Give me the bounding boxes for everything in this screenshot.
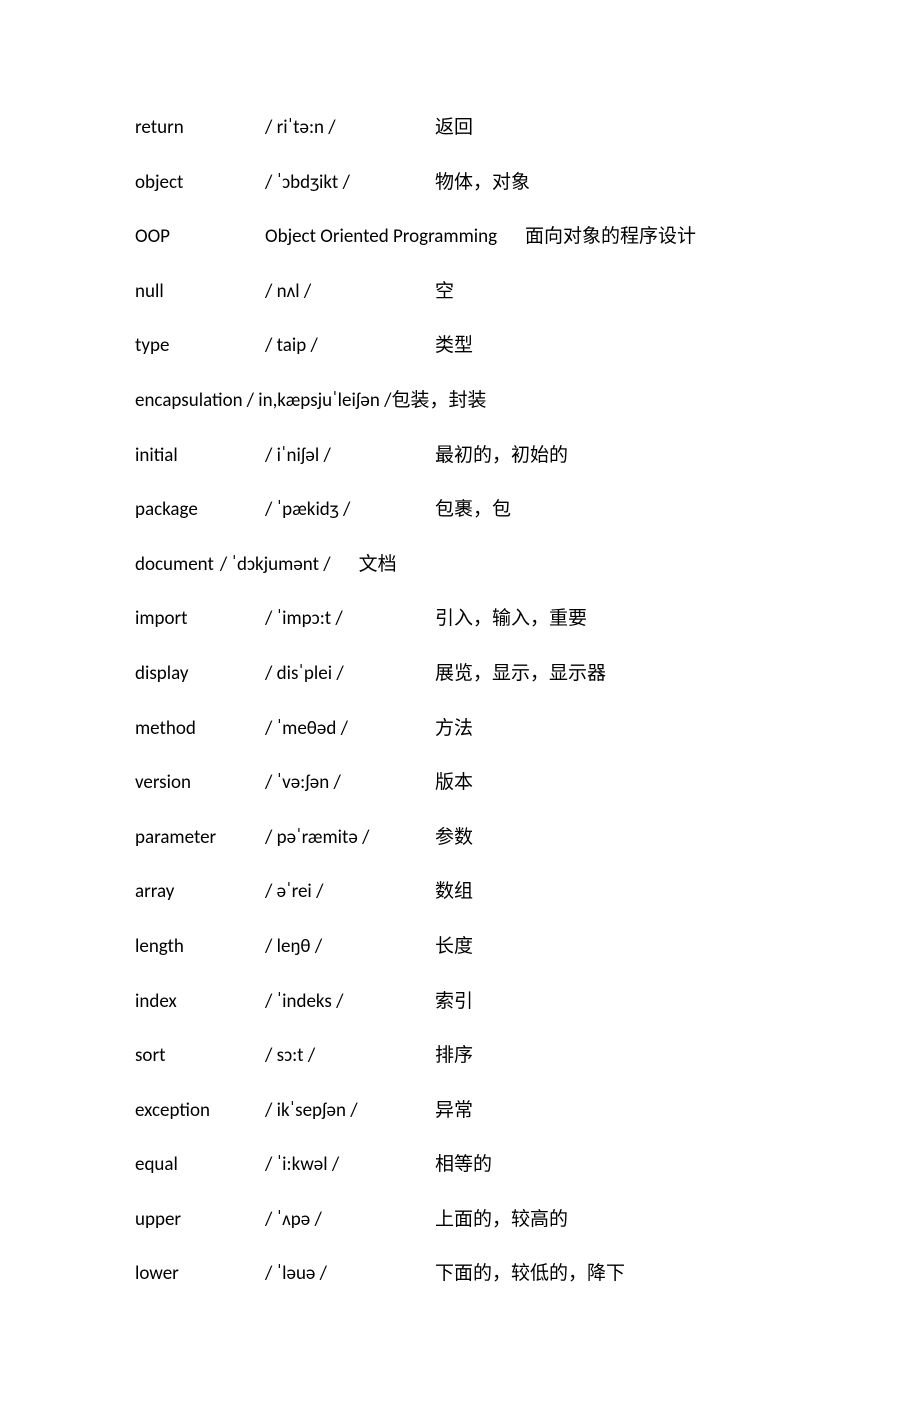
term: package (135, 497, 265, 524)
vocab-row: exception/ ikˈsepʃən /异常 (135, 1098, 790, 1125)
term: upper (135, 1207, 265, 1234)
definition: 引入，输入，重要 (435, 606, 790, 633)
pronunciation: / əˈrei / (265, 879, 435, 906)
pronunciation: / disˈplei / (265, 661, 435, 688)
definition: 索引 (435, 989, 790, 1016)
term: index (135, 989, 265, 1016)
vocab-row: array/ əˈrei /数组 (135, 879, 790, 906)
vocab-row: upper/ ˈʌpə /上面的，较高的 (135, 1207, 790, 1234)
definition: 返回 (435, 115, 790, 142)
vocab-row: length/ leŋθ /长度 (135, 934, 790, 961)
definition: 异常 (435, 1098, 790, 1125)
pronunciation: / ˈimpɔ:t / (265, 606, 435, 633)
vocab-row: index/ ˈindeks /索引 (135, 989, 790, 1016)
definition: 类型 (435, 333, 790, 360)
pronunciation: / ˈindeks / (265, 989, 435, 1016)
pronunciation: / ikˈsepʃən / (265, 1098, 435, 1125)
vocab-row: equal/ ˈi:kwəl /相等的 (135, 1152, 790, 1179)
term: version (135, 770, 265, 797)
pronunciation: / ˈpækidʒ / (265, 497, 435, 524)
term: equal (135, 1152, 265, 1179)
definition: 展览，显示，显示器 (435, 661, 790, 688)
vocab-row: lower/ ˈləuə /下面的，较低的，降下 (135, 1261, 790, 1288)
vocab-row: method/ ˈmeθəd /方法 (135, 716, 790, 743)
pronunciation: Object Oriented Programming (265, 224, 497, 251)
term: array (135, 879, 265, 906)
vocabulary-page: return/ riˈtə:n /返回 object/ ˈɔbdʒikt /物体，… (0, 0, 920, 1416)
term: OOP (135, 224, 265, 251)
definition: 包装，封装 (391, 388, 790, 415)
vocab-row: object/ ˈɔbdʒikt /物体，对象 (135, 170, 790, 197)
term: parameter (135, 825, 265, 852)
definition: 文档 (359, 552, 790, 579)
definition: 包裹，包 (435, 497, 790, 524)
definition: 排序 (435, 1043, 790, 1070)
term: type (135, 333, 265, 360)
term: exception (135, 1098, 265, 1125)
vocab-row: sort/ sɔ:t /排序 (135, 1043, 790, 1070)
definition: 数组 (435, 879, 790, 906)
pronunciation: / ˈləuə / (265, 1261, 435, 1288)
definition: 长度 (435, 934, 790, 961)
pronunciation: / riˈtə:n / (265, 115, 435, 142)
term: lower (135, 1261, 265, 1288)
pronunciation: / sɔ:t / (265, 1043, 435, 1070)
vocab-row: document/ ˈdɔkjumənt / 文档 (135, 552, 790, 579)
pronunciation: / ˈɔbdʒikt / (265, 170, 435, 197)
vocab-row: package/ ˈpækidʒ /包裹，包 (135, 497, 790, 524)
term: import (135, 606, 265, 633)
term: null (135, 279, 265, 306)
vocab-row: null/ nʌl /空 (135, 279, 790, 306)
definition: 空 (435, 279, 790, 306)
vocab-row: parameter/ pəˈræmitə /参数 (135, 825, 790, 852)
definition: 面向对象的程序设计 (525, 224, 790, 251)
term: return (135, 115, 265, 142)
definition: 相等的 (435, 1152, 790, 1179)
definition: 方法 (435, 716, 790, 743)
term: sort (135, 1043, 265, 1070)
pronunciation: / ˈi:kwəl / (265, 1152, 435, 1179)
term: document (135, 552, 214, 579)
pronunciation: / nʌl / (265, 279, 435, 306)
pronunciation: / iˈniʃəl / (265, 443, 435, 470)
pronunciation: / pəˈræmitə / (265, 825, 435, 852)
pronunciation: / ˈmeθəd / (265, 716, 435, 743)
definition: 最初的，初始的 (435, 443, 790, 470)
definition: 上面的，较高的 (435, 1207, 790, 1234)
pronunciation: / leŋθ / (265, 934, 435, 961)
term: encapsulation (135, 388, 243, 415)
vocab-row: encapsulation/ in,kæpsjuˈleiʃən /包装，封装 (135, 388, 790, 415)
pronunciation: / ˈvə:ʃən / (265, 770, 435, 797)
pronunciation: / taip / (265, 333, 435, 360)
vocab-row: initial/ iˈniʃəl /最初的，初始的 (135, 443, 790, 470)
term: method (135, 716, 265, 743)
vocab-row: display/ disˈplei /展览，显示，显示器 (135, 661, 790, 688)
vocab-row: OOPObject Oriented Programming 面向对象的程序设计 (135, 224, 790, 251)
definition: 参数 (435, 825, 790, 852)
pronunciation: / ˈdɔkjumənt / (220, 552, 331, 579)
term: display (135, 661, 265, 688)
definition: 下面的，较低的，降下 (435, 1261, 790, 1288)
term: initial (135, 443, 265, 470)
pronunciation: / ˈʌpə / (265, 1207, 435, 1234)
vocab-row: type/ taip /类型 (135, 333, 790, 360)
vocab-row: import/ ˈimpɔ:t /引入，输入，重要 (135, 606, 790, 633)
term: object (135, 170, 265, 197)
term: length (135, 934, 265, 961)
definition: 物体，对象 (435, 170, 790, 197)
vocab-row: return/ riˈtə:n /返回 (135, 115, 790, 142)
definition: 版本 (435, 770, 790, 797)
vocab-row: version/ ˈvə:ʃən /版本 (135, 770, 790, 797)
pronunciation: / in,kæpsjuˈleiʃən / (247, 388, 392, 415)
